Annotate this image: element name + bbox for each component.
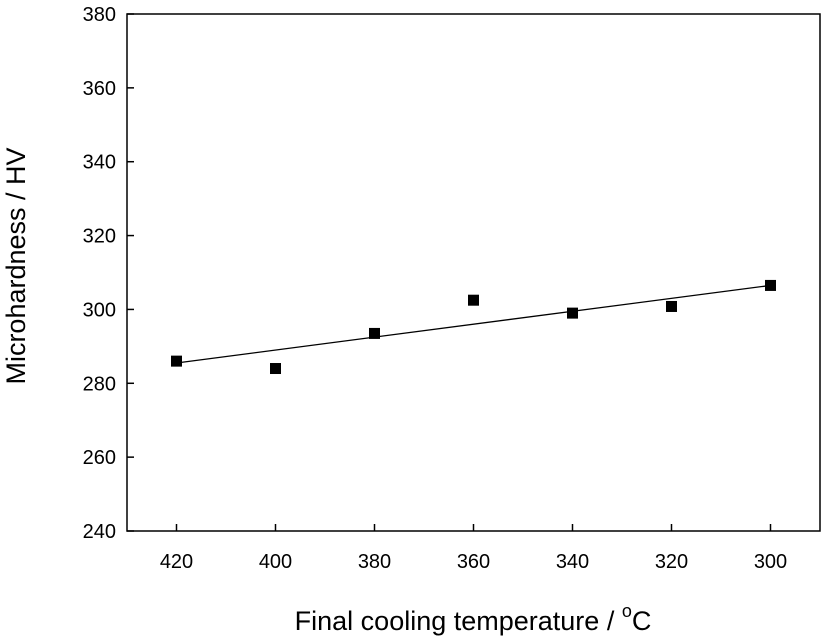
x-tick-label: 340 bbox=[556, 551, 589, 573]
x-tick-label: 380 bbox=[358, 551, 391, 573]
y-axis-title: Microhardness / HV bbox=[1, 147, 31, 384]
x-tick-label: 360 bbox=[457, 551, 490, 573]
y-axis-ticks: 240 260 280 300 320 340 360 380 bbox=[83, 4, 134, 543]
y-tick-label: 380 bbox=[83, 4, 116, 26]
data-point bbox=[567, 307, 578, 319]
plot-area bbox=[126, 13, 821, 532]
x-tick-label: 300 bbox=[754, 551, 787, 573]
x-tick-label: 320 bbox=[655, 551, 688, 573]
x-axis-title: Final cooling temperature / oC bbox=[295, 601, 652, 636]
x-tick-label: 420 bbox=[160, 551, 193, 573]
x-axis-ticks: 420 400 380 360 340 320 300 bbox=[160, 524, 787, 573]
x-axis-title-degree: o bbox=[622, 601, 632, 621]
data-point bbox=[270, 363, 281, 375]
x-tick-label: 400 bbox=[259, 551, 292, 573]
y-tick-label: 300 bbox=[83, 299, 116, 321]
y-tick-label: 260 bbox=[83, 447, 116, 469]
y-tick-label: 280 bbox=[83, 373, 116, 395]
data-point bbox=[468, 294, 479, 306]
data-points bbox=[171, 279, 776, 375]
y-tick-label: 340 bbox=[83, 152, 116, 174]
y-tick-label: 320 bbox=[83, 226, 116, 248]
data-point bbox=[666, 300, 677, 312]
x-axis-title-unit: C bbox=[632, 606, 652, 636]
data-point bbox=[171, 355, 182, 367]
x-axis-title-main: Final cooling temperature / bbox=[295, 606, 622, 636]
y-tick-label: 360 bbox=[83, 78, 116, 100]
y-tick-label: 240 bbox=[83, 521, 116, 543]
data-point bbox=[765, 279, 776, 291]
trendline-group bbox=[176, 284, 771, 364]
data-point bbox=[369, 327, 380, 339]
trendline bbox=[176, 284, 771, 364]
